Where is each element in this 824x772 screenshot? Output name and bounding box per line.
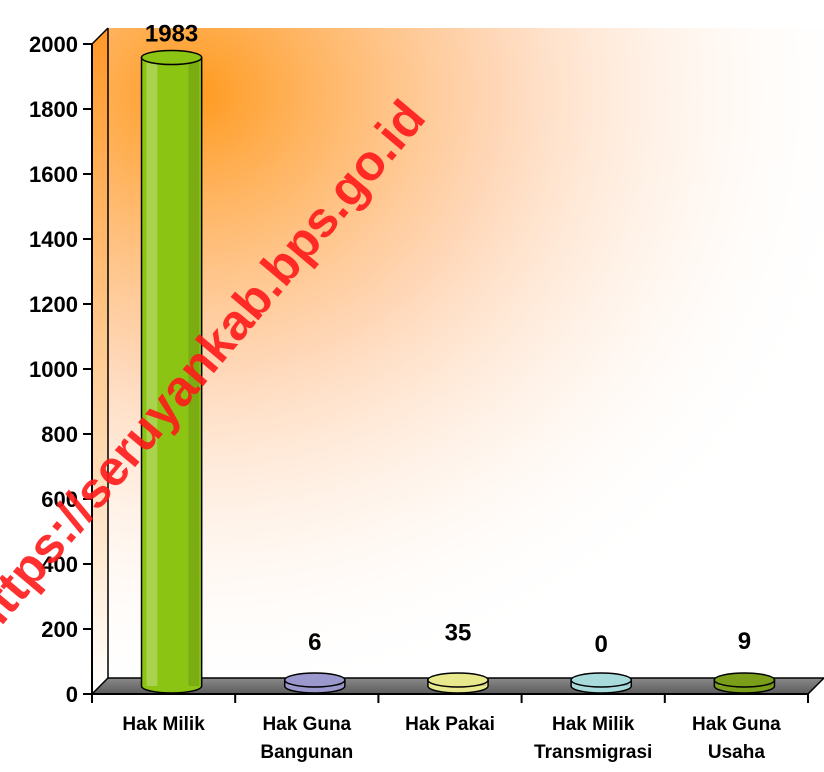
x-category-label: Bangunan <box>260 742 353 763</box>
y-tick-label: 600 <box>41 487 78 512</box>
back-wall-top <box>91 27 109 45</box>
bar <box>427 672 489 694</box>
y-tick-label: 1000 <box>29 357 78 382</box>
bar-top <box>283 672 346 688</box>
data-label: 35 <box>445 620 472 647</box>
bar-top <box>140 49 203 66</box>
bar <box>713 672 776 694</box>
x-category-label: Hak Milik <box>122 714 205 735</box>
x-category-label: Hak Guna <box>262 714 351 735</box>
y-tick-label: 1600 <box>29 162 78 187</box>
bar-top <box>713 672 776 688</box>
x-category-label: Hak Guna <box>692 714 781 735</box>
y-tick-label: 1800 <box>29 97 78 122</box>
bar-top <box>570 672 633 688</box>
data-label: 1983 <box>145 21 198 48</box>
y-tick-label: 200 <box>41 617 78 642</box>
bar-top <box>427 672 489 688</box>
y-tick-label: 1200 <box>29 292 78 317</box>
bar <box>570 672 633 694</box>
x-category-label: Usaha <box>708 742 765 763</box>
bar-body <box>140 56 203 694</box>
y-tick-label: 400 <box>41 552 78 577</box>
y-tick-label: 2000 <box>29 32 78 57</box>
y-tick-label: 0 <box>66 682 78 707</box>
x-category-label: Hak Milik <box>552 714 635 735</box>
y-tick-label: 1400 <box>29 227 78 252</box>
side-wall <box>92 28 108 694</box>
bar <box>283 672 346 694</box>
x-category-label: Hak Pakai <box>405 714 495 735</box>
data-label: 9 <box>738 628 751 655</box>
data-label: 0 <box>595 631 608 658</box>
x-category-label: Transmigrasi <box>534 742 652 763</box>
bar <box>140 49 203 694</box>
back-wall <box>108 28 824 678</box>
bar-shade <box>188 57 200 686</box>
y-tick-label: 800 <box>41 422 78 447</box>
bar-highlight <box>146 57 158 686</box>
data-label: 6 <box>308 629 321 656</box>
